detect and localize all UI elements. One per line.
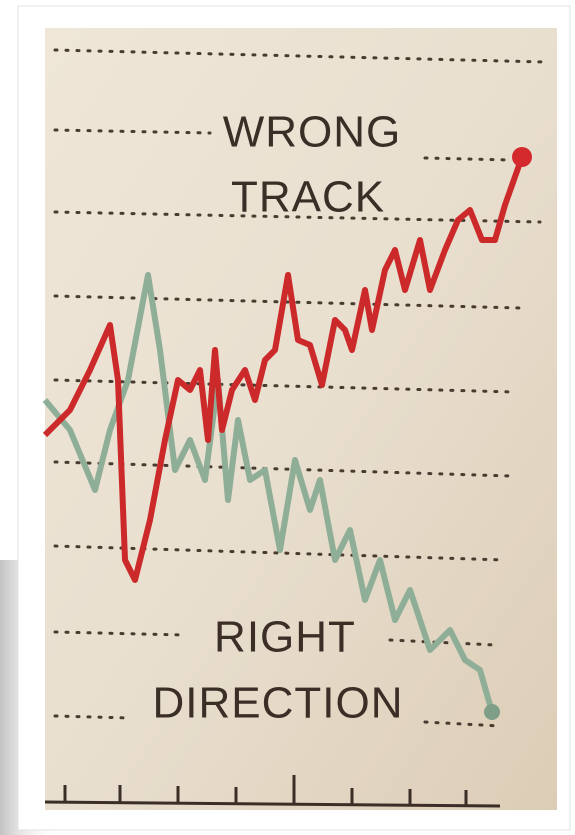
lower-label: RIGHT (214, 613, 356, 662)
red-end-dot (512, 147, 532, 167)
photo-frame: WRONG TRACK RIGHT DIRECTION (0, 0, 575, 835)
green-end-dot (484, 704, 500, 720)
upper-label: WRONG (223, 108, 402, 157)
lower-label: DIRECTION (153, 679, 404, 728)
upper-label: TRACK (231, 173, 385, 222)
